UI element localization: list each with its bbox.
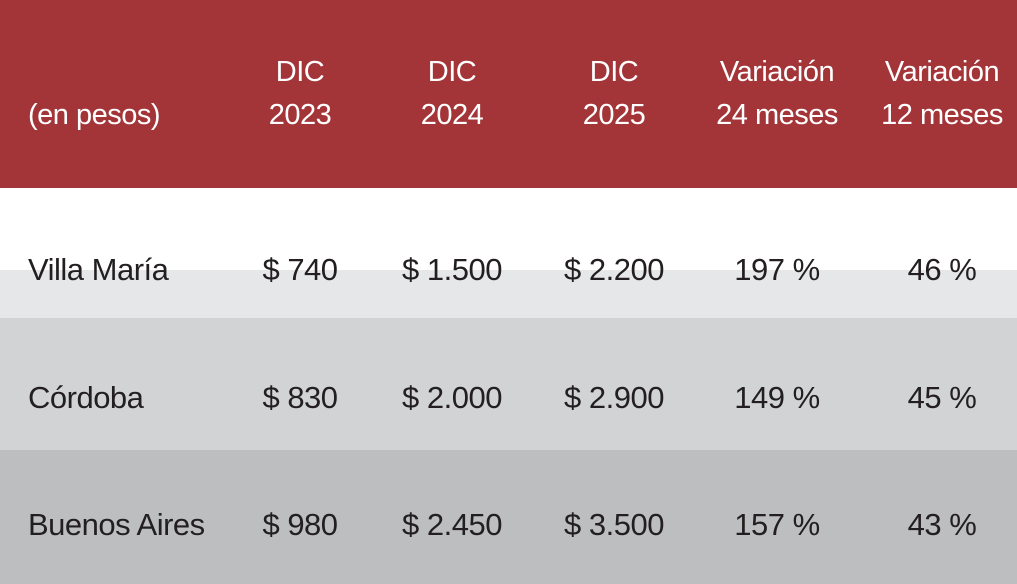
value-cell: $ 2.200 <box>564 252 664 287</box>
value-cell: 45 % <box>907 380 977 415</box>
header-cell: DIC <box>589 56 639 88</box>
value-cell: $ 830 <box>262 380 338 415</box>
header-cell: Variación <box>884 56 1000 88</box>
header-cell: 2025 <box>582 99 646 131</box>
city-label: Buenos Aires <box>28 507 205 542</box>
value-cell: 46 % <box>907 252 977 287</box>
row-band <box>0 450 1017 584</box>
value-cell: $ 740 <box>262 252 338 287</box>
header-cell: 2024 <box>420 99 484 131</box>
header-band <box>0 0 1017 188</box>
header-cell: 24 meses <box>716 99 838 131</box>
row-band <box>0 318 1017 450</box>
header-cell: 2023 <box>268 99 332 131</box>
value-cell: 43 % <box>907 507 977 542</box>
value-cell: $ 980 <box>262 507 338 542</box>
header-cell: 12 meses <box>881 99 1003 131</box>
city-label: Córdoba <box>28 380 144 415</box>
header-cell: (en pesos) <box>28 99 161 131</box>
city-label: Villa María <box>28 252 169 287</box>
header-cell: Variación <box>719 56 835 88</box>
value-cell: $ 2.000 <box>402 380 502 415</box>
value-cell: 149 % <box>734 380 820 415</box>
value-cell: $ 3.500 <box>564 507 664 542</box>
row-band <box>0 270 1017 318</box>
value-cell: 197 % <box>734 252 820 287</box>
value-cell: $ 2.900 <box>564 380 664 415</box>
header-cell: DIC <box>275 56 325 88</box>
value-cell: 157 % <box>734 507 820 542</box>
value-cell: $ 1.500 <box>402 252 502 287</box>
header-cell: DIC <box>427 56 477 88</box>
value-cell: $ 2.450 <box>402 507 502 542</box>
